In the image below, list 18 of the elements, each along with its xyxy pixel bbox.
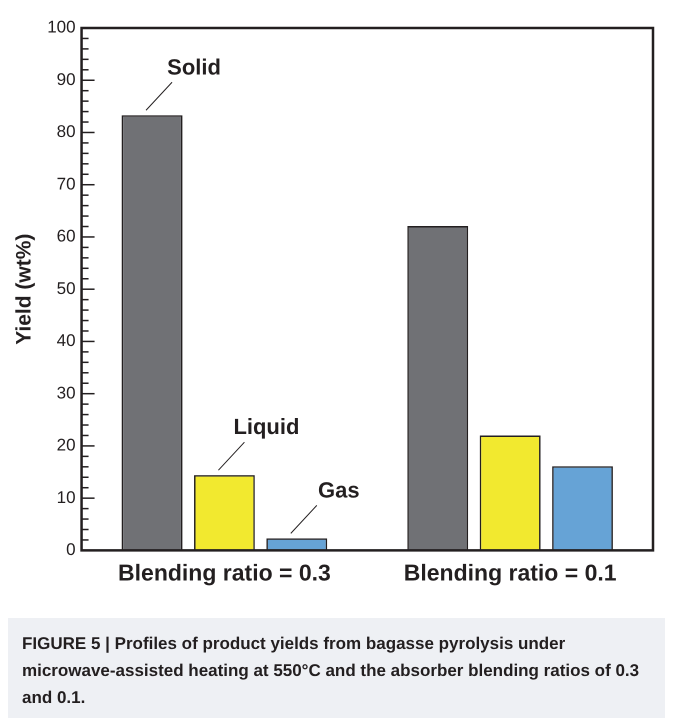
y-tick-label: 100 (47, 18, 76, 37)
y-tick-label: 10 (56, 488, 76, 507)
x-tick-label: Blending ratio = 0.1 (404, 560, 617, 586)
caption: FIGURE 5 | Profiles of product yields from bagasse pyrolysis under microwave-assisted heating at 550°C and the absorber blending ratios of 0.3 and 0.1. (8, 618, 665, 718)
y-axis-title: Yield (wt%) (12, 234, 36, 345)
y-tick-label: 40 (56, 331, 76, 350)
y-tick-label: 0 (66, 540, 76, 560)
y-tick-label: 60 (56, 226, 76, 246)
y-tick-label: 30 (56, 383, 76, 402)
series-label: Solid (167, 54, 221, 80)
series-label: Liquid (233, 414, 300, 440)
y-tick-label: 50 (56, 278, 76, 298)
y-tick-label: 80 (56, 122, 76, 142)
y-tick-label: 70 (56, 174, 76, 194)
y-tick-label: 20 (56, 436, 76, 455)
x-tick-label: Blending ratio = 0.3 (118, 560, 331, 586)
y-tick-label: 90 (56, 70, 76, 89)
series-label: Gas (318, 477, 360, 502)
